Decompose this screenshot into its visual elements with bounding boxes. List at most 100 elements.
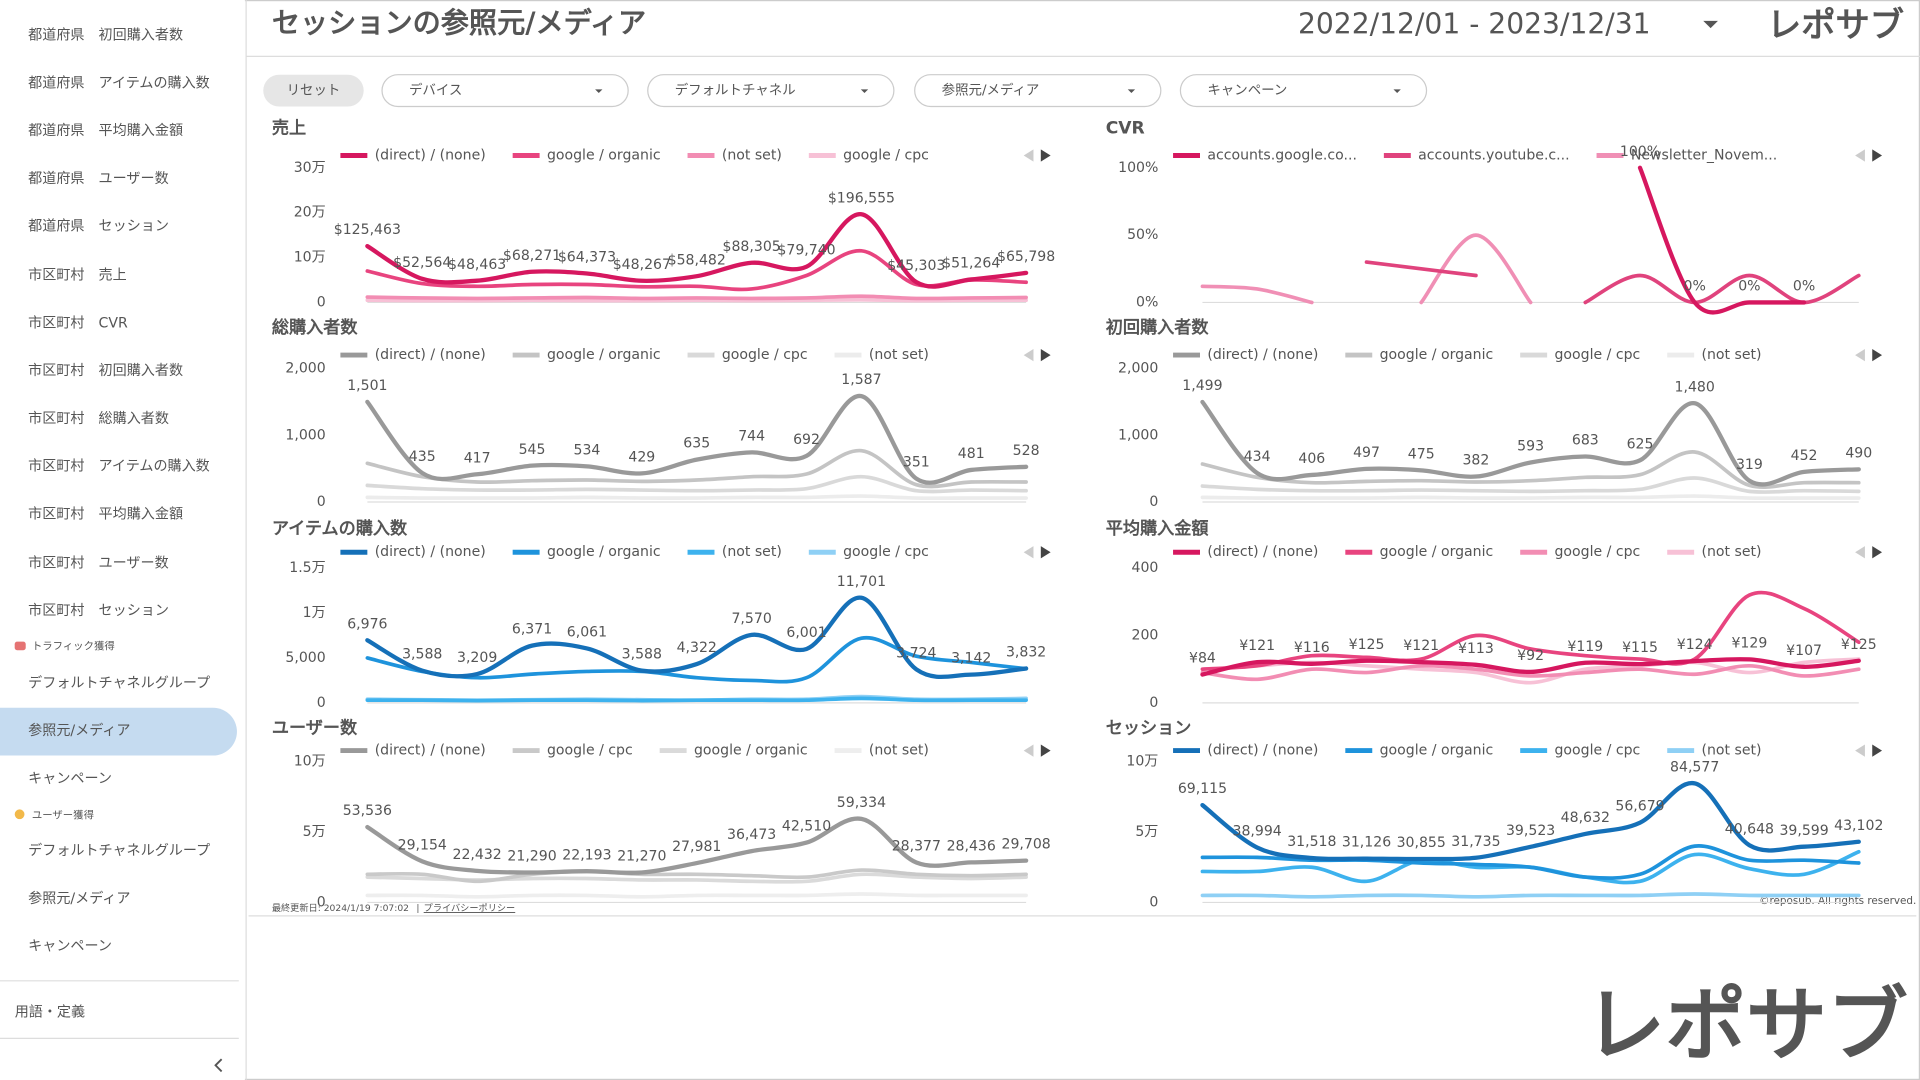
legend-label[interactable]: google / organic (1380, 347, 1494, 363)
legend-label[interactable]: (not set) (722, 148, 782, 164)
filter-dropdown[interactable] (647, 74, 895, 108)
legend-label[interactable]: google / cpc (547, 743, 633, 759)
nav-item[interactable]: 市区町村 総購入者数 (28, 410, 169, 427)
data-label: 21,290 (507, 849, 556, 865)
nav-item[interactable]: 都道府県 アイテムの購入数 (28, 75, 210, 91)
data-label: $79,740 (777, 243, 835, 259)
legend-label[interactable]: (direct) / (none) (375, 743, 486, 759)
legend-label[interactable]: google / cpc (1554, 347, 1640, 363)
date-caret[interactable] (1703, 20, 1718, 29)
legend-label[interactable]: google / organic (1380, 544, 1494, 560)
legend-label[interactable]: google / organic (547, 544, 661, 560)
data-label: 528 (1013, 443, 1040, 459)
data-label: $64,373 (558, 250, 616, 266)
nav-item[interactable]: 市区町村 平均購入金額 (28, 505, 183, 522)
nav-section: ユーザー獲得 (32, 809, 94, 822)
legend-label[interactable]: google / cpc (1554, 544, 1640, 560)
nav-item[interactable]: 市区町村 初回購入者数 (28, 362, 183, 379)
nav-item[interactable]: デフォルトチャネルグループ (28, 674, 210, 691)
filter-label: 参照元/メディア (942, 82, 1040, 99)
data-label: 40,648 (1725, 821, 1774, 837)
data-label: 6,371 (512, 622, 552, 638)
legend-label[interactable]: (not set) (869, 743, 929, 759)
data-label: 0% (1684, 279, 1706, 295)
legend-prev[interactable] (1023, 546, 1034, 559)
data-label: 39,599 (1779, 823, 1828, 839)
legend-next[interactable] (1040, 546, 1051, 559)
legend-label[interactable]: Newsletter_Novem... (1631, 148, 1777, 164)
legend-label[interactable]: google / cpc (843, 148, 929, 164)
legend-next[interactable] (1872, 348, 1883, 362)
legend-label[interactable]: google / organic (1380, 743, 1494, 759)
page-title: セッションの参照元/メディア (272, 6, 646, 39)
legend-prev[interactable] (1023, 149, 1034, 162)
legend-label[interactable]: (not set) (722, 544, 782, 560)
legend-next[interactable] (1872, 149, 1883, 162)
data-label: 11,701 (837, 574, 886, 590)
filter-dropdown[interactable] (381, 74, 629, 108)
legend-label[interactable]: google / organic (547, 148, 661, 164)
legend-prev[interactable] (1023, 744, 1034, 757)
legend-label[interactable]: (direct) / (none) (375, 347, 486, 363)
date-range[interactable]: 2022/12/01 - 2023/12/31 (1298, 8, 1651, 41)
y-tick-label: 0 (1149, 494, 1158, 510)
legend-label[interactable]: (not set) (1702, 347, 1762, 363)
nav-item[interactable]: 用語・定義 (15, 1004, 85, 1021)
legend-next[interactable] (1040, 348, 1051, 362)
legend-next[interactable] (1872, 744, 1883, 757)
legend-prev[interactable] (1023, 348, 1034, 362)
legend-label[interactable]: (not set) (869, 347, 929, 363)
nav-item[interactable]: 都道府県 初回購入者数 (28, 27, 183, 44)
legend-label[interactable]: google / cpc (722, 347, 808, 363)
data-label: 6,976 (347, 616, 387, 632)
chart-title: アイテムの購入数 (272, 518, 408, 539)
legend-next[interactable] (1040, 149, 1051, 162)
legend-prev[interactable] (1855, 744, 1865, 757)
nav-item[interactable]: 市区町村 CVR (28, 314, 128, 331)
collapse-button[interactable] (214, 1058, 223, 1073)
nav-item[interactable]: 都道府県 平均購入金額 (28, 123, 183, 139)
legend-label[interactable]: google / cpc (843, 544, 929, 560)
filter-dropdown[interactable] (914, 74, 1162, 108)
legend-label[interactable]: google / cpc (1554, 743, 1640, 759)
nav-item[interactable]: 市区町村 セッション (28, 602, 169, 619)
data-label: 7,570 (731, 611, 771, 627)
data-label: 490 (1845, 445, 1872, 461)
nav-item[interactable]: デフォルトチャネルグループ (28, 842, 210, 859)
legend-prev[interactable] (1855, 546, 1865, 559)
nav-item[interactable]: 参照元/メディア (28, 890, 130, 907)
data-label: 744 (738, 428, 765, 444)
data-label: 434 (1244, 449, 1271, 465)
legend-prev[interactable] (1855, 348, 1865, 362)
section-icon (14, 809, 25, 820)
nav-item[interactable]: 市区町村 ユーザー数 (28, 554, 169, 571)
y-tick-label: 0 (317, 894, 326, 910)
legend-next[interactable] (1040, 744, 1051, 757)
filter-caret (1393, 89, 1401, 94)
nav-item[interactable]: キャンペーン (28, 771, 112, 787)
privacy-link[interactable]: プライバシーポリシー (424, 903, 516, 914)
legend-label[interactable]: google / organic (694, 743, 808, 759)
legend-label[interactable]: (direct) / (none) (1207, 347, 1318, 363)
legend-label[interactable]: (not set) (1702, 743, 1762, 759)
nav-item[interactable]: 都道府県 セッション (28, 219, 169, 235)
legend-label[interactable]: (direct) / (none) (375, 148, 486, 164)
nav-item[interactable]: キャンペーン (28, 939, 112, 955)
legend-label[interactable]: accounts.google.co... (1207, 148, 1357, 164)
nav-item[interactable]: 市区町村 売上 (28, 267, 127, 284)
legend-label[interactable]: (direct) / (none) (375, 544, 486, 560)
legend-label[interactable]: (not set) (1702, 544, 1762, 560)
nav-item[interactable]: 都道府県 ユーザー数 (28, 171, 169, 187)
legend-prev[interactable] (1855, 149, 1865, 162)
data-label: $48,267 (613, 257, 671, 273)
nav-item[interactable]: 参照元/メディア (28, 722, 130, 739)
filter-label: デバイス (409, 82, 462, 99)
reset-button[interactable] (263, 74, 364, 107)
legend-label[interactable]: google / organic (547, 347, 661, 363)
legend-next[interactable] (1872, 546, 1883, 559)
legend-label[interactable]: (direct) / (none) (1207, 743, 1318, 759)
nav-item[interactable]: 市区町村 アイテムの購入数 (28, 458, 210, 475)
legend-label[interactable]: accounts.youtube.c... (1418, 148, 1569, 164)
legend-label[interactable]: (direct) / (none) (1207, 544, 1318, 560)
filter-dropdown[interactable] (1179, 74, 1428, 108)
